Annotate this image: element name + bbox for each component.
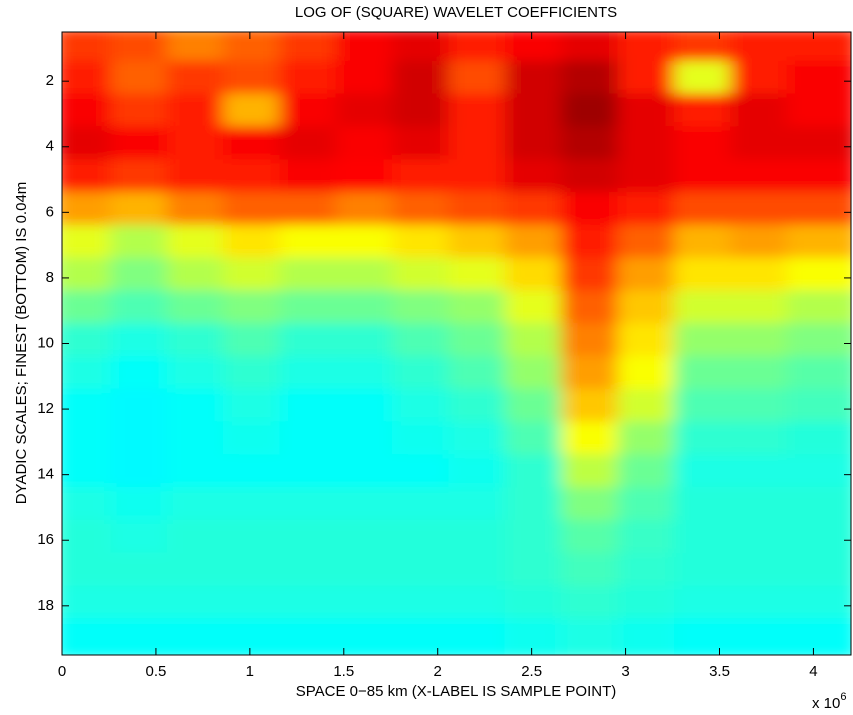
x-tick-label: 2 — [434, 663, 442, 680]
y-tick-label: 8 — [46, 269, 54, 286]
y-tick-label: 16 — [37, 531, 54, 548]
x-tick-label: 0 — [58, 663, 66, 680]
y-tick-label: 12 — [37, 400, 54, 417]
heatmap-cells — [62, 32, 851, 655]
y-tick-label: 18 — [37, 597, 54, 614]
heatmap — [62, 32, 851, 655]
heatmap-cell — [786, 618, 851, 655]
x-tick-label: 3 — [621, 663, 629, 680]
x-tick-label: 3.5 — [709, 663, 730, 680]
y-tick-label: 10 — [37, 334, 54, 351]
x-multiplier-base: x 10 — [812, 695, 840, 712]
y-tick-label: 14 — [37, 466, 54, 483]
x-tick-label: 1 — [246, 663, 254, 680]
y-axis-label: DYADIC SCALES; FINEST (BOTTOM) IS 0.04m — [13, 182, 30, 505]
x-tick-label: 4 — [809, 663, 817, 680]
x-axis-label: SPACE 0−85 km (X-LABEL IS SAMPLE POINT) — [296, 683, 617, 700]
y-tick-label: 6 — [46, 203, 54, 220]
chart-title: LOG OF (SQUARE) WAVELET COEFFICIENTS — [295, 4, 617, 21]
x-tick-label: 1.5 — [333, 663, 354, 680]
x-tick-label: 0.5 — [145, 663, 166, 680]
y-tick-label: 4 — [46, 138, 54, 155]
x-multiplier: x 106 — [812, 691, 846, 712]
x-multiplier-exponent: 6 — [840, 691, 846, 703]
x-tick-label: 2.5 — [521, 663, 542, 680]
y-tick-label: 2 — [46, 72, 54, 89]
